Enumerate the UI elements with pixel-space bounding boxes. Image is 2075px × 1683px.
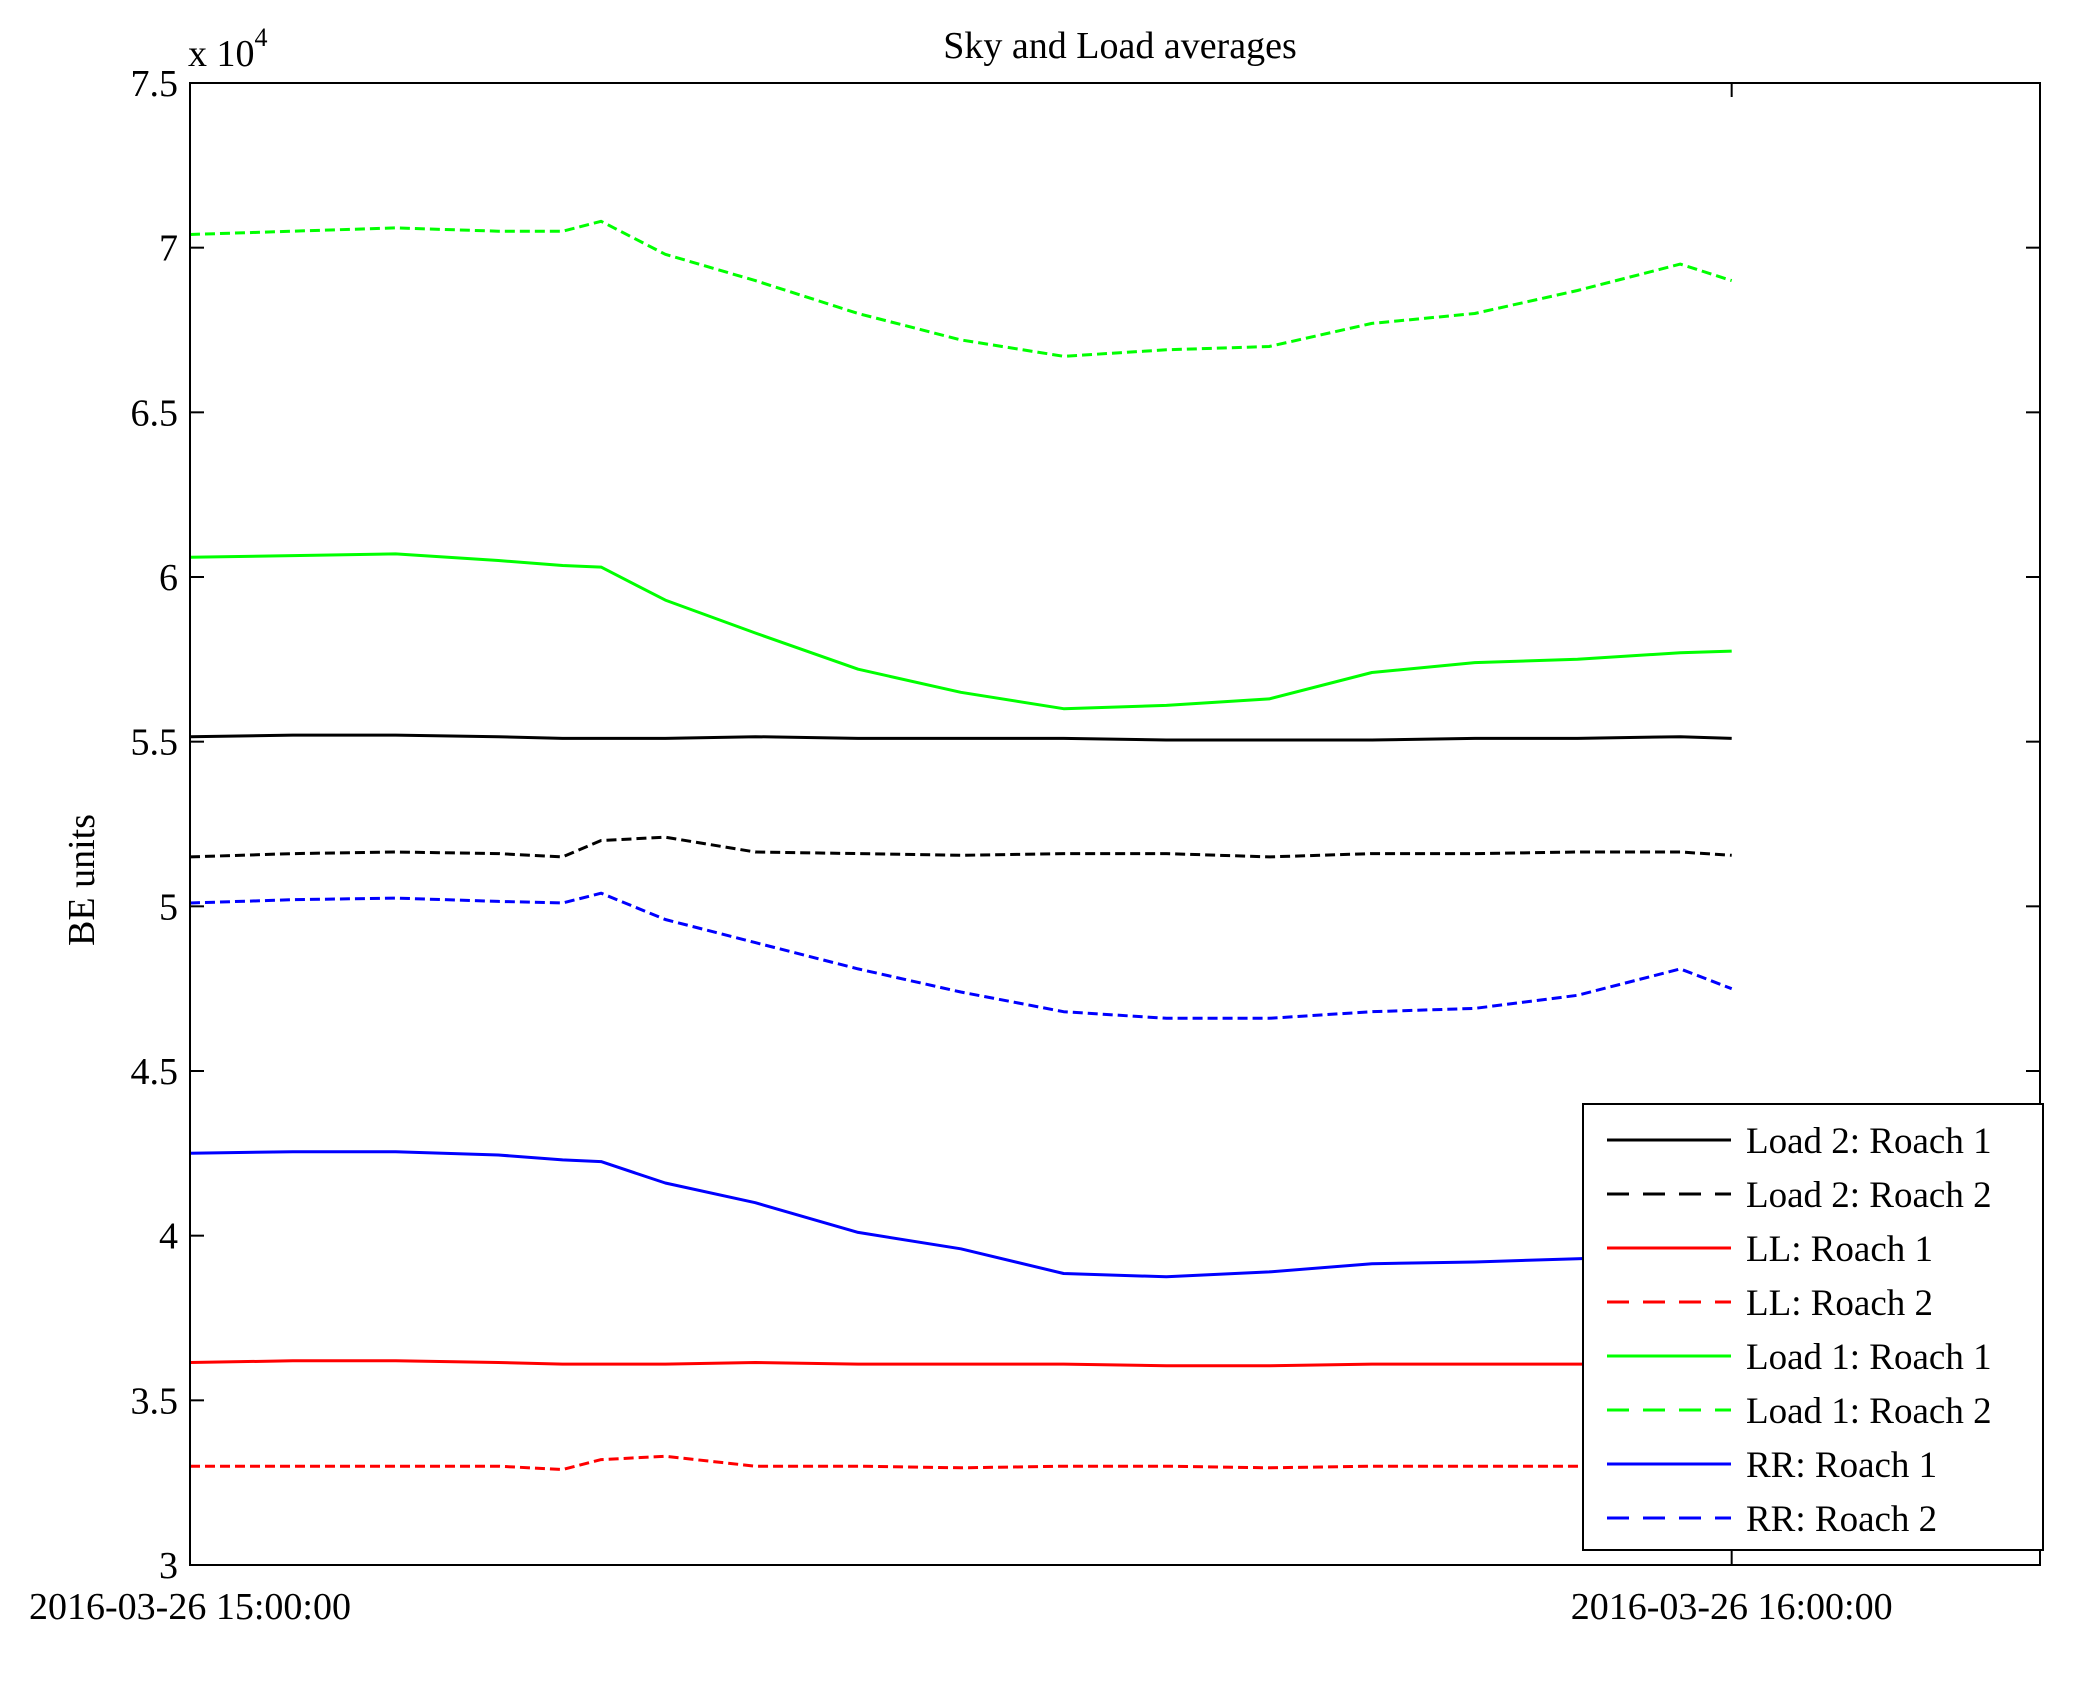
chart-title: Sky and Load averages: [943, 25, 1297, 67]
y-tick-label: 7.5: [131, 63, 179, 105]
y-axis-multiplier-base: x 10: [188, 33, 255, 75]
legend-entry-label: Load 1: Roach 2: [1746, 1391, 1992, 1432]
y-axis-multiplier: x 104: [188, 23, 268, 75]
legend-entry-label: LL: Roach 1: [1746, 1229, 1933, 1270]
legend-entry-label: Load 2: Roach 1: [1746, 1121, 1992, 1162]
y-tick-label: 4.5: [131, 1051, 179, 1093]
legend: Load 2: Roach 1 Load 2: Roach 2 LL: Roach …: [1582, 1103, 2044, 1551]
series-line-6: [189, 219, 1733, 358]
x-tick-label: 2016-03-26 15:00:00: [29, 1586, 351, 1628]
legend-entry-label: LL: Roach 2: [1746, 1283, 1933, 1324]
y-tick-label: 6: [159, 557, 178, 599]
y-axis-label: BE units: [61, 814, 103, 946]
plot-frame: [189, 82, 2041, 1566]
series-line-2: [189, 835, 1732, 859]
legend-entry-label: Load 2: Roach 2: [1746, 1175, 1992, 1216]
y-tick-label: 5.5: [131, 722, 179, 764]
series-line-7: [189, 1150, 1732, 1279]
y-axis-multiplier-exponent: 4: [255, 23, 268, 52]
y-tick-label: 5: [159, 886, 178, 928]
series-line-8: [189, 891, 1733, 1020]
y-tick-label: 6.5: [131, 392, 179, 434]
legend-box: [1582, 1103, 2044, 1551]
y-tick-label: 7: [159, 228, 178, 270]
x-tick-label: 2016-03-26 16:00:00: [1571, 1586, 1893, 1628]
series-layer: [189, 219, 1733, 1471]
y-tick-label: 4: [159, 1216, 178, 1258]
series-line-3: [189, 1359, 1732, 1368]
legend-entry-label: RR: Roach 2: [1746, 1499, 1937, 1540]
y-tick-label: 3.5: [131, 1380, 179, 1422]
series-line-4: [190, 1454, 1732, 1471]
legend-entry-label: Load 1: Roach 1: [1746, 1337, 1992, 1378]
axes-layer: 3 3.5 4 4.5 5 5.5 6 6.5 7 7.5 2016-03-26 15:00:00 2…: [29, 63, 2041, 1628]
legend-entry-label: RR: Roach 1: [1746, 1445, 1937, 1486]
y-tick-label: 3: [159, 1545, 178, 1587]
series-line-1: [189, 733, 1732, 742]
series-line-5: [189, 552, 1732, 711]
